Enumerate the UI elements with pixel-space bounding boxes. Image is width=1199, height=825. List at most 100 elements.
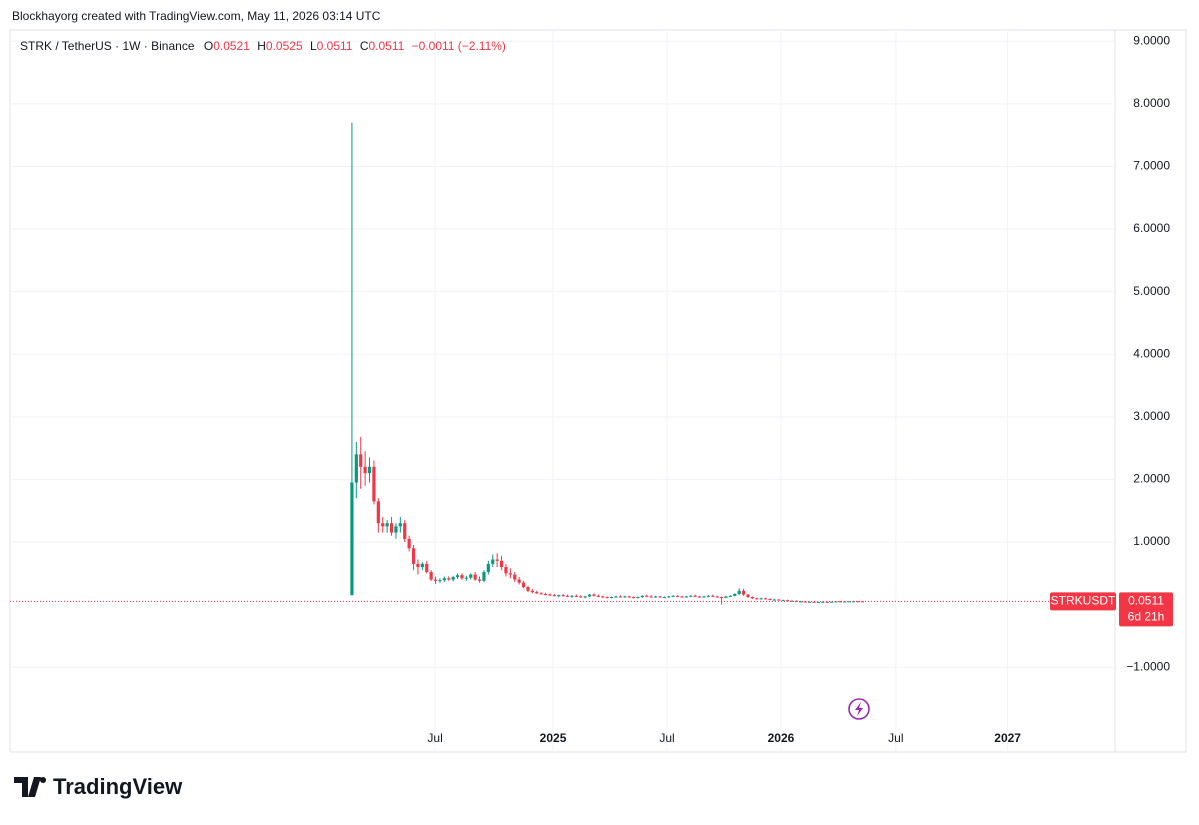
candle-body	[394, 526, 398, 533]
candle-body	[376, 501, 380, 524]
candle-body	[737, 590, 741, 594]
x-tick-label: 2026	[768, 731, 795, 745]
x-tick-label: Jul	[888, 731, 903, 745]
candle-body	[772, 599, 776, 601]
candle-body	[675, 595, 680, 597]
candle-body	[372, 466, 376, 502]
candle-body	[354, 454, 358, 483]
candle-body	[548, 594, 552, 596]
y-tick-label: 7.0000	[1133, 159, 1170, 173]
icon-circle	[848, 698, 870, 720]
c-label: C	[360, 39, 369, 53]
candle-body	[565, 595, 570, 597]
logo-mark	[14, 777, 47, 797]
candle-body	[724, 596, 728, 598]
candle-body	[807, 601, 812, 603]
candle-body	[469, 574, 473, 578]
candle-body	[618, 596, 622, 598]
candle-body	[658, 596, 662, 598]
o-value: 0.0521	[213, 39, 250, 53]
candle-body	[429, 572, 433, 580]
candle-body	[821, 601, 825, 603]
candle-body	[350, 482, 354, 596]
candle-body	[420, 563, 424, 568]
candle-body	[389, 523, 394, 533]
candle-body	[816, 602, 820, 604]
flash-icon[interactable]	[848, 698, 870, 720]
frame	[9, 29, 1187, 753]
candle-body	[425, 563, 429, 573]
x-tick-label: 2025	[540, 731, 567, 745]
candle-body	[455, 575, 460, 578]
candle-body	[359, 454, 363, 467]
candle-body	[609, 597, 614, 599]
c-value: 0.0511	[368, 39, 404, 53]
candle-body	[741, 590, 746, 595]
h-value: 0.0525	[266, 39, 303, 53]
candle-body	[838, 601, 843, 603]
candle-body	[363, 466, 367, 474]
candle-body	[583, 596, 587, 598]
candle-body	[574, 595, 578, 597]
candle-body	[535, 592, 539, 594]
candle-body	[768, 598, 772, 600]
candle-body	[539, 593, 543, 595]
candle-body	[649, 596, 653, 598]
l-value: 0.0511	[317, 39, 353, 53]
candle-body	[464, 577, 468, 579]
candle-body	[759, 598, 763, 600]
y-tick-label: 9.0000	[1133, 33, 1170, 47]
candle-body	[763, 598, 768, 600]
candle-body	[403, 523, 407, 539]
y-tick-label: 2.0000	[1133, 472, 1170, 486]
candle-body	[504, 567, 508, 574]
symbol-tag	[1050, 592, 1116, 611]
candle-body	[785, 600, 790, 602]
countdown-label: 6d 21h	[1128, 610, 1165, 624]
candle-body	[385, 523, 389, 527]
candle-body	[447, 578, 451, 580]
candle-body	[499, 560, 504, 568]
candle-body	[733, 593, 737, 596]
candle-body	[543, 593, 548, 595]
candle-body	[482, 572, 486, 581]
y-tick-label: −1.0000	[1126, 659, 1170, 673]
candle-body	[557, 595, 561, 597]
candle-body	[680, 596, 684, 598]
candle-body	[596, 595, 600, 597]
candle-body	[711, 595, 715, 597]
candle-body	[570, 595, 574, 597]
candle-body	[829, 601, 834, 603]
candle-body	[451, 577, 455, 580]
x-tick-label: 2027	[994, 731, 1021, 745]
y-tick-label: 6.0000	[1133, 221, 1170, 235]
candle-body	[627, 596, 631, 598]
candle-body	[693, 595, 697, 597]
o-label: O	[204, 39, 213, 53]
candle-body	[530, 590, 534, 593]
candle-body	[614, 596, 618, 598]
candle-body	[715, 596, 719, 598]
candle-body	[719, 597, 724, 599]
candle-body	[702, 596, 706, 598]
candle-body	[367, 466, 372, 474]
icon-bolt	[855, 702, 863, 716]
candle-body	[755, 598, 759, 600]
candle-body	[473, 574, 477, 580]
candle-body	[517, 579, 521, 583]
candle-body	[526, 587, 530, 591]
candle-body	[799, 601, 803, 603]
candle-body	[640, 595, 644, 598]
candle-body	[803, 601, 807, 603]
candle-body	[728, 595, 732, 597]
candle-body	[834, 601, 838, 603]
candle-body	[477, 579, 482, 581]
candle-body	[750, 597, 754, 599]
candle-body	[592, 594, 596, 596]
price-tag	[1119, 592, 1173, 627]
candle-body	[552, 595, 556, 597]
brand: TradingView	[53, 774, 183, 799]
candle-body	[407, 538, 411, 549]
candle-body	[636, 597, 640, 599]
